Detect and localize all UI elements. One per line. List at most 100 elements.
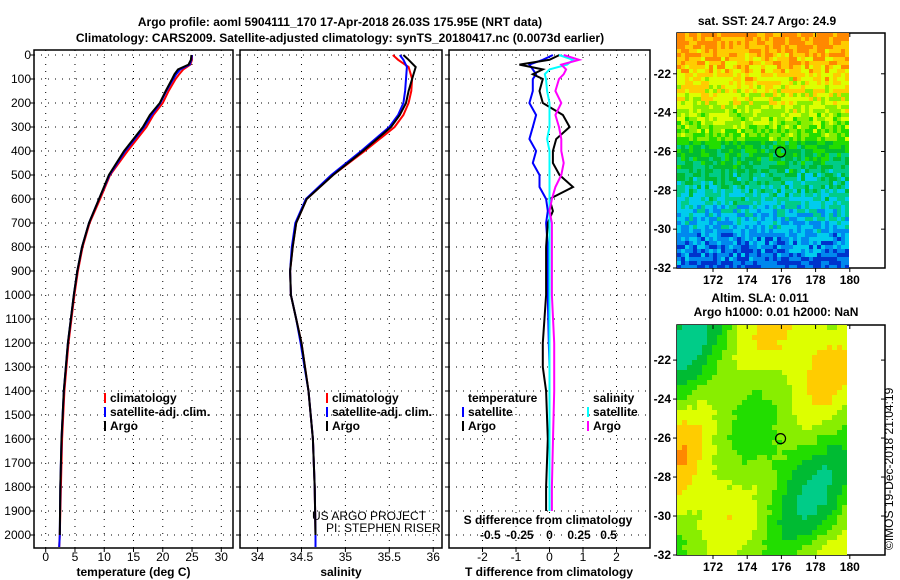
map-cell xyxy=(845,225,849,229)
map-cell xyxy=(721,153,725,157)
map-cell xyxy=(737,41,741,45)
map-cell xyxy=(733,217,737,221)
map-cell xyxy=(769,189,773,193)
map-cell xyxy=(685,221,689,225)
map-cell xyxy=(781,265,785,268)
map-cell xyxy=(685,217,689,221)
map-cell xyxy=(789,209,793,213)
map-cell xyxy=(707,550,712,555)
map-cell xyxy=(809,45,813,49)
map-cell xyxy=(737,113,741,117)
map-cell xyxy=(701,57,705,61)
map-cell xyxy=(685,41,689,45)
map-cell xyxy=(812,335,817,340)
map-cell xyxy=(769,165,773,169)
map-cell xyxy=(729,149,733,153)
map-cell xyxy=(817,425,822,430)
map-cell xyxy=(681,249,685,253)
map-cell xyxy=(765,149,769,153)
map-cell xyxy=(717,93,721,97)
map-cell xyxy=(807,400,812,405)
map-cell xyxy=(677,137,681,141)
map-cell xyxy=(805,161,809,165)
map-cell xyxy=(813,69,817,73)
map-cell xyxy=(769,157,773,161)
map-cell xyxy=(787,460,792,465)
map-cell xyxy=(805,61,809,65)
map-cell xyxy=(689,261,693,265)
map-cell xyxy=(747,410,752,415)
map-cell xyxy=(812,370,817,375)
map-cell xyxy=(749,177,753,181)
map-cell xyxy=(833,261,837,265)
map-cell xyxy=(822,380,827,385)
map-cell xyxy=(722,325,727,330)
map-cell xyxy=(817,77,821,81)
map-cell xyxy=(812,345,817,350)
map-cell xyxy=(717,185,721,189)
map-cell xyxy=(689,81,693,85)
map-cell xyxy=(677,495,682,500)
map-cell xyxy=(712,490,717,495)
map-cell xyxy=(677,157,681,161)
map-cell xyxy=(752,420,757,425)
map-cell xyxy=(797,515,802,520)
map-cell xyxy=(712,510,717,515)
map-cell xyxy=(741,253,745,257)
map-cell xyxy=(792,510,797,515)
map-cell xyxy=(832,375,837,380)
map-cell xyxy=(769,37,773,41)
map-cell xyxy=(749,257,753,261)
map-cell xyxy=(812,500,817,505)
map-cell xyxy=(682,430,687,435)
map-cell xyxy=(757,455,762,460)
map-cell xyxy=(817,141,821,145)
map-cell xyxy=(825,213,829,217)
map-cell xyxy=(769,185,773,189)
map-cell xyxy=(697,129,701,133)
map-cell xyxy=(687,520,692,525)
map-cell xyxy=(745,73,749,77)
map-cell xyxy=(745,157,749,161)
map-cell xyxy=(793,265,797,268)
map-cell xyxy=(725,145,729,149)
map-cell xyxy=(727,360,732,365)
map-cell xyxy=(705,185,709,189)
map-cell xyxy=(769,213,773,217)
map-cell xyxy=(842,455,847,460)
map-cell xyxy=(792,455,797,460)
map-cell xyxy=(753,165,757,169)
map-cell xyxy=(773,209,777,213)
lat-tick-label: -30 xyxy=(654,222,672,236)
map-cell xyxy=(685,77,689,81)
map-cell xyxy=(842,375,847,380)
map-cell xyxy=(777,201,781,205)
map-cell xyxy=(777,73,781,77)
map-cell xyxy=(807,475,812,480)
map-cell xyxy=(785,181,789,185)
map-cell xyxy=(769,69,773,73)
map-cell xyxy=(709,137,713,141)
map-cell xyxy=(827,465,832,470)
map-cell xyxy=(709,129,713,133)
map-cell xyxy=(713,261,717,265)
map-cell xyxy=(717,330,722,335)
map-cell xyxy=(741,93,745,97)
map-cell xyxy=(797,355,802,360)
map-cell xyxy=(732,545,737,550)
map-cell xyxy=(789,97,793,101)
map-cell xyxy=(753,93,757,97)
map-cell xyxy=(745,133,749,137)
map-cell xyxy=(737,137,741,141)
map-cell xyxy=(801,241,805,245)
map-cell xyxy=(713,125,717,129)
map-cell xyxy=(765,165,769,169)
map-cell xyxy=(813,173,817,177)
map-cell xyxy=(789,93,793,97)
map-cell xyxy=(677,540,682,545)
panel-frame-0 xyxy=(33,49,234,549)
map-cell xyxy=(681,49,685,53)
map-cell xyxy=(701,145,705,149)
map-cell xyxy=(777,125,781,129)
map-cell xyxy=(827,485,832,490)
